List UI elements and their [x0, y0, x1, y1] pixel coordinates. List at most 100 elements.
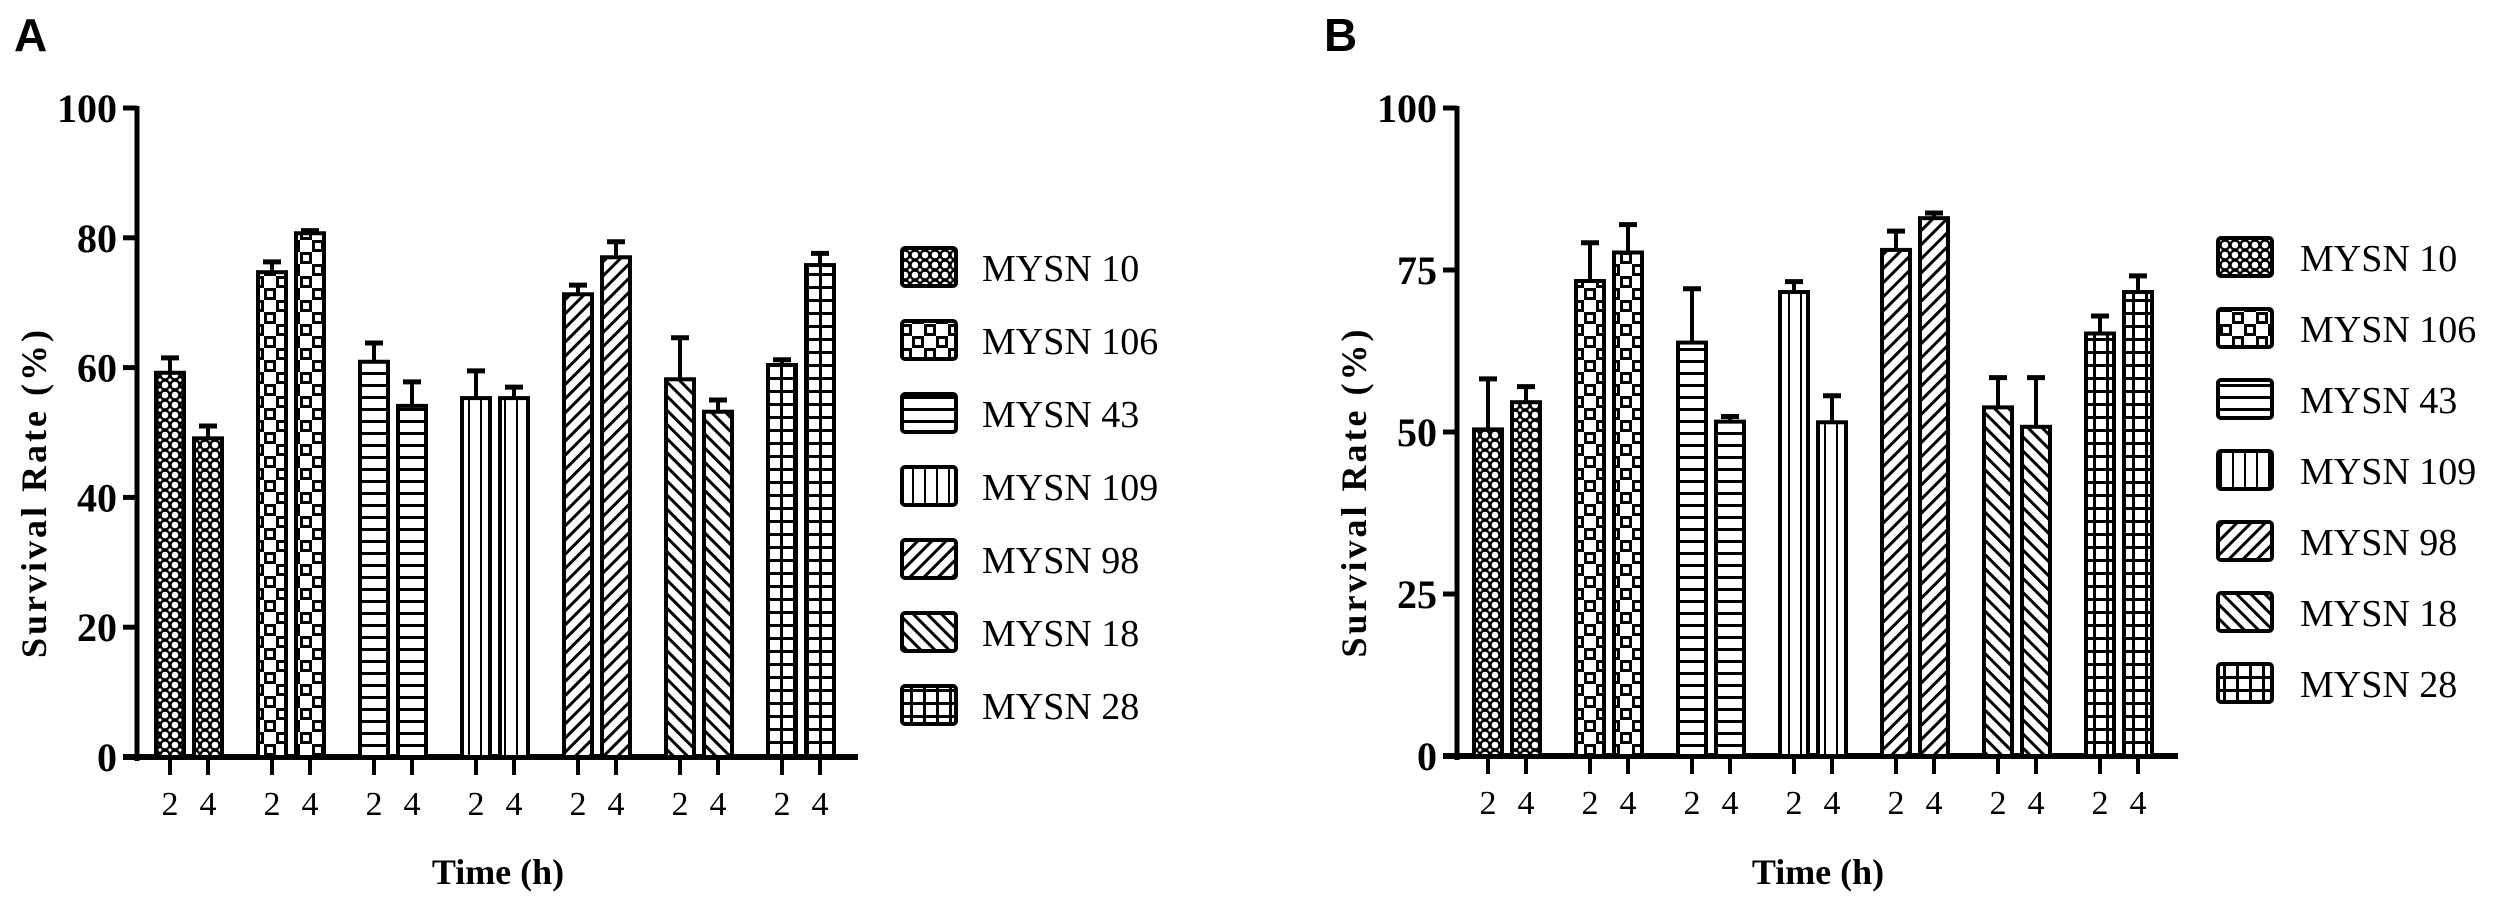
legend-label: MYSN 43 — [2300, 380, 2457, 422]
x-tick-label: 2 — [1888, 785, 1905, 822]
legend-swatch — [900, 392, 958, 434]
x-tick-label: 4 — [200, 786, 217, 823]
bar — [358, 359, 390, 759]
x-tick-label: 2 — [366, 786, 383, 823]
y-axis-title: Survival Rate (%) — [1334, 327, 1374, 658]
x-tick-label: 4 — [812, 786, 829, 823]
x-tick-label: 4 — [1722, 785, 1739, 822]
bar — [1982, 405, 2014, 758]
bar — [702, 409, 734, 759]
x-tick-label: 2 — [468, 786, 485, 823]
x-axis-title: Time (h) — [432, 852, 564, 892]
legend-label: MYSN 43 — [982, 394, 1139, 436]
x-tick-label: 2 — [1990, 785, 2007, 822]
legend-label: MYSN 18 — [982, 613, 1139, 655]
x-tick-label: 2 — [1582, 785, 1599, 822]
bar — [1510, 400, 1542, 758]
bar — [2122, 290, 2154, 758]
legend-label: MYSN 28 — [2300, 664, 2457, 706]
legend-swatch — [2216, 662, 2274, 704]
bar — [1612, 250, 1644, 758]
legend-swatch — [2216, 449, 2274, 491]
legend-swatch — [2216, 378, 2274, 420]
x-tick-label: 2 — [1684, 785, 1701, 822]
bar — [562, 292, 594, 759]
x-axis-title: Time (h) — [1752, 852, 1884, 892]
legend-label: MYSN 106 — [982, 321, 1158, 363]
legend-swatch — [2216, 307, 2274, 349]
x-tick-label: 4 — [710, 786, 727, 823]
legend-swatch — [2216, 236, 2274, 278]
legend-label: MYSN 10 — [982, 248, 1139, 290]
bar — [498, 396, 530, 759]
y-tick-label: 60 — [77, 346, 117, 391]
y-tick-label: 100 — [1377, 86, 1437, 131]
x-tick-label: 2 — [1786, 785, 1803, 822]
legend-swatch — [900, 465, 958, 507]
bar — [396, 403, 428, 759]
legend-swatch — [900, 611, 958, 653]
x-tick-label: 4 — [1926, 785, 1943, 822]
x-tick-label: 2 — [774, 786, 791, 823]
legend-swatch — [2216, 520, 2274, 562]
x-tick-label: 2 — [1480, 785, 1497, 822]
legend-label: MYSN 106 — [2300, 309, 2476, 351]
x-tick-label: 4 — [302, 786, 319, 823]
bar — [1472, 427, 1504, 758]
bar — [766, 363, 798, 759]
legend-swatch — [900, 684, 958, 726]
legend-label: MYSN 98 — [982, 540, 1139, 582]
x-tick-label: 4 — [1518, 785, 1535, 822]
legend-label: MYSN 109 — [982, 467, 1158, 509]
bar — [2020, 424, 2052, 758]
y-tick-label: 75 — [1397, 248, 1437, 293]
legend-swatch — [2216, 591, 2274, 633]
legend-label: MYSN 98 — [2300, 522, 2457, 564]
bar — [804, 263, 836, 759]
legend-label: MYSN 28 — [982, 686, 1139, 728]
legend-label: MYSN 109 — [2300, 451, 2476, 493]
bar — [460, 396, 492, 759]
bar — [1574, 279, 1606, 758]
bar — [294, 231, 326, 759]
x-tick-label: 2 — [672, 786, 689, 823]
legend-swatch — [900, 319, 958, 361]
bar — [1880, 247, 1912, 759]
bar — [192, 436, 224, 759]
x-tick-label: 2 — [570, 786, 587, 823]
y-tick-label: 80 — [77, 216, 117, 261]
bar — [1714, 419, 1746, 758]
bar — [1778, 290, 1810, 758]
legend-swatch — [900, 538, 958, 580]
bar — [2084, 331, 2116, 758]
x-tick-label: 4 — [2130, 785, 2147, 822]
y-tick-label: 100 — [57, 86, 117, 131]
x-tick-label: 2 — [264, 786, 281, 823]
y-tick-label: 0 — [1417, 734, 1437, 779]
y-tick-label: 0 — [97, 735, 117, 780]
bar — [154, 370, 186, 759]
y-tick-label: 40 — [77, 475, 117, 520]
x-tick-label: 4 — [1824, 785, 1841, 822]
legend-label: MYSN 10 — [2300, 238, 2457, 280]
panel-label-a: A — [14, 9, 48, 61]
bar — [1676, 340, 1708, 758]
x-tick-label: 4 — [2028, 785, 2045, 822]
x-tick-label: 2 — [2092, 785, 2109, 822]
legend-swatch — [900, 246, 958, 288]
bar — [1918, 216, 1950, 759]
bar — [664, 377, 696, 759]
panel-label-b: B — [1324, 9, 1358, 61]
x-tick-label: 4 — [608, 786, 625, 823]
bar — [1816, 420, 1848, 758]
y-tick-label: 50 — [1397, 410, 1437, 455]
y-axis-title: Survival Rate (%) — [14, 327, 54, 658]
x-tick-label: 4 — [404, 786, 421, 823]
bar — [256, 270, 288, 759]
x-tick-label: 4 — [1620, 785, 1637, 822]
x-tick-label: 4 — [506, 786, 523, 823]
y-tick-label: 20 — [77, 605, 117, 650]
legend-label: MYSN 18 — [2300, 593, 2457, 635]
